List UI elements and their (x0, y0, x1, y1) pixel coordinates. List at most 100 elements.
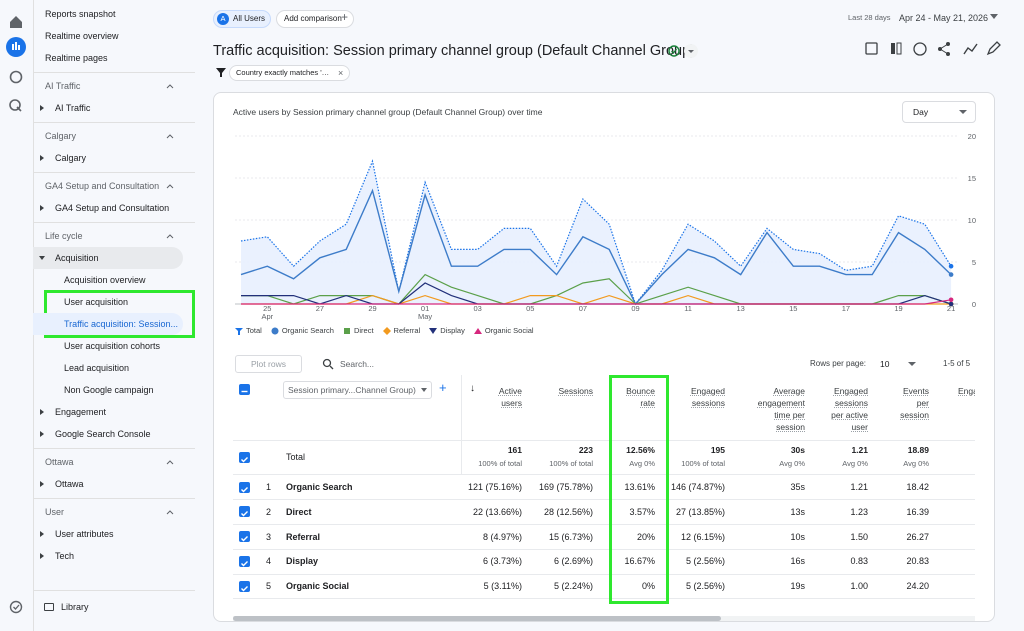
separator (33, 498, 195, 499)
column-header[interactable]: Engaged sessions per active user (831, 386, 868, 432)
row-name: Organic Search (286, 482, 353, 492)
column-header[interactable]: Active users (498, 386, 522, 408)
nav-item[interactable]: AI Traffic (33, 97, 183, 119)
home-icon[interactable] (10, 16, 22, 28)
nav-item[interactable]: Calgary (33, 147, 183, 169)
collapse-chevron[interactable] (166, 133, 174, 139)
plot-rows-button[interactable]: Plot rows (235, 355, 302, 373)
expand-arrow[interactable] (39, 431, 45, 437)
library-link[interactable]: Library (33, 596, 183, 618)
nav-item[interactable]: Ottawa (33, 473, 183, 495)
collapse-chevron[interactable] (166, 233, 174, 239)
nav-section[interactable]: Ottawa (33, 451, 183, 473)
nav-item[interactable]: Reports snapshot (33, 3, 183, 25)
add-dimension[interactable]: + (439, 380, 447, 395)
edit-icon[interactable] (986, 41, 1001, 56)
nav-item[interactable]: User acquisition (33, 291, 183, 313)
nav-label: Calgary (45, 131, 77, 141)
nav-item[interactable]: Acquisition overview (33, 269, 183, 291)
table-cell: 26.27 (906, 531, 929, 542)
column-header[interactable]: Bounce rate (626, 386, 655, 408)
rows-caret[interactable] (908, 362, 916, 367)
insights-icon[interactable] (913, 42, 927, 56)
legend-item[interactable]: Display (429, 325, 465, 337)
table-cell: 6 (3.73%) (482, 556, 522, 567)
nav-item[interactable]: Engagement (33, 401, 183, 423)
date-range-label: Last 28 days (848, 13, 891, 22)
compare-icon[interactable] (891, 43, 895, 54)
expand-arrow[interactable] (39, 155, 45, 161)
report-card (213, 92, 995, 622)
row-checkbox[interactable] (238, 506, 250, 518)
rail-icons (6, 16, 26, 614)
interval-select[interactable]: Day (902, 101, 976, 123)
nav-label: AI Traffic (45, 81, 81, 91)
dimension-select[interactable]: Session primary...Channel Group) (283, 381, 432, 399)
date-range[interactable]: Apr 24 - May 21, 2026 (899, 13, 989, 23)
scroll-thumb[interactable] (233, 616, 721, 621)
filter-remove[interactable]: × (338, 68, 344, 78)
filter-label: Country exactly matches '… (236, 68, 330, 77)
collapse-chevron[interactable] (166, 459, 174, 465)
nav-item[interactable]: Non Google campaign (33, 379, 183, 401)
expand-arrow[interactable] (39, 205, 45, 211)
title-status[interactable] (667, 43, 703, 59)
search-input[interactable]: Search... (340, 359, 375, 369)
nav-section[interactable]: User (33, 501, 183, 523)
nav-item[interactable]: Tech (33, 545, 183, 567)
rows-per-page[interactable]: 10 (880, 359, 890, 369)
legend-item[interactable]: Direct (343, 325, 374, 337)
expand-arrow[interactable] (39, 481, 45, 487)
column-header[interactable]: Engaged sessions (690, 386, 725, 408)
row-checkbox[interactable] (238, 451, 250, 463)
column-header[interactable]: Enga (958, 386, 975, 396)
row-checkbox[interactable] (238, 580, 250, 592)
nav-item[interactable]: GA4 Setup and Consultation (33, 197, 183, 219)
row-checkbox[interactable] (238, 531, 250, 543)
nav-item[interactable]: Lead acquisition (33, 357, 183, 379)
legend-item[interactable]: Total (235, 325, 262, 337)
nav-item[interactable]: User acquisition cohorts (33, 335, 183, 357)
nav-section[interactable]: Calgary (33, 125, 183, 147)
annotation-icon[interactable] (865, 42, 878, 55)
expand-arrow[interactable] (39, 553, 45, 559)
nav-section[interactable]: AI Traffic (33, 75, 183, 97)
collapse-chevron[interactable] (166, 83, 174, 89)
row-index: 3 (266, 531, 272, 542)
column-header[interactable]: Sessions (558, 386, 594, 396)
filter-chip[interactable]: Country exactly matches '… × (229, 65, 350, 81)
explore-icon[interactable] (9, 70, 23, 84)
nav-item[interactable]: Google Search Console (33, 423, 183, 445)
add-comparison[interactable]: Add comparison + (276, 10, 354, 28)
collapse-chevron[interactable] (166, 183, 174, 189)
nav-item[interactable]: User attributes (33, 523, 183, 545)
row-checkbox[interactable] (238, 383, 250, 395)
nav-item[interactable]: Realtime overview (33, 25, 183, 47)
collapse-chevron[interactable] (166, 509, 174, 515)
row-checkbox[interactable] (238, 481, 250, 493)
expand-arrow[interactable] (39, 255, 45, 261)
nav-section[interactable]: GA4 Setup and Consultation (33, 175, 183, 197)
date-caret[interactable] (990, 14, 998, 20)
legend-item[interactable]: Organic Social (473, 325, 534, 337)
column-header[interactable]: Events per session (900, 386, 929, 420)
expand-arrow[interactable] (39, 105, 45, 111)
x-tick-label: 27 (316, 304, 324, 313)
expand-arrow[interactable] (39, 409, 45, 415)
nav-item[interactable]: Realtime pages (33, 47, 183, 69)
table-cell: 27 (13.85%) (675, 506, 725, 517)
nav-section[interactable]: Life cycle (33, 225, 183, 247)
check-glyph (240, 486, 248, 492)
segment-chip[interactable]: A All Users (213, 10, 271, 28)
column-header[interactable]: Average engagement time per session (757, 386, 805, 432)
legend-label: Direct (353, 326, 374, 335)
trend-icon[interactable] (963, 43, 978, 55)
row-checkbox[interactable] (238, 555, 250, 567)
admin-icon[interactable] (9, 600, 23, 614)
legend-item[interactable]: Referral (382, 325, 420, 337)
legend-item[interactable]: Organic Search (271, 325, 334, 337)
expand-arrow[interactable] (39, 531, 45, 537)
nav-item[interactable]: Traffic acquisition: Session... (33, 313, 183, 335)
advertising-icon[interactable] (9, 99, 21, 111)
nav-item[interactable]: Acquisition (33, 247, 183, 269)
